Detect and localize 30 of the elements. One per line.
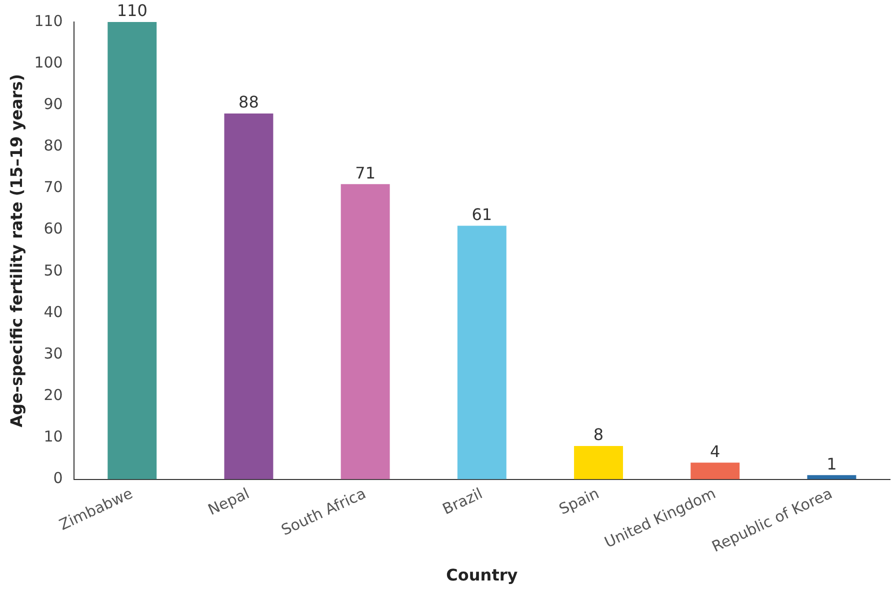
y-tick-label: 20: [44, 386, 63, 404]
data-label: 88: [238, 92, 259, 112]
bar: [807, 475, 856, 480]
data-label: 61: [472, 204, 492, 224]
y-tick-label: 90: [44, 95, 63, 114]
y-tick-label: 10: [44, 428, 63, 446]
bar: [224, 113, 274, 480]
data-label: 1: [826, 454, 837, 474]
bar: [340, 184, 390, 480]
data-label: 71: [355, 163, 376, 182]
data-label: 8: [593, 425, 604, 444]
data-label: 4: [710, 442, 720, 461]
y-tick-label: 110: [34, 12, 63, 30]
y-tick-label: 30: [44, 344, 63, 362]
bar: [690, 462, 740, 480]
x-axis-title: Country: [446, 566, 518, 585]
y-tick-label: 50: [44, 261, 63, 280]
x-tick-label: South Africa: [278, 484, 369, 540]
y-tick-label: 80: [44, 136, 63, 155]
y-tick-label: 70: [44, 178, 63, 196]
y-tick-label: 40: [44, 302, 63, 321]
y-tick-label: 0: [53, 469, 63, 488]
y-tick-label: 60: [44, 220, 63, 238]
data-label: 110: [116, 1, 148, 20]
bar: [574, 446, 623, 480]
x-tick-label: Spain: [556, 484, 602, 518]
bar: [108, 22, 157, 480]
y-tick-label: 100: [34, 53, 63, 72]
bar: [457, 226, 506, 480]
y-axis-title: Age-specific fertility rate (15–19 years): [6, 74, 26, 428]
